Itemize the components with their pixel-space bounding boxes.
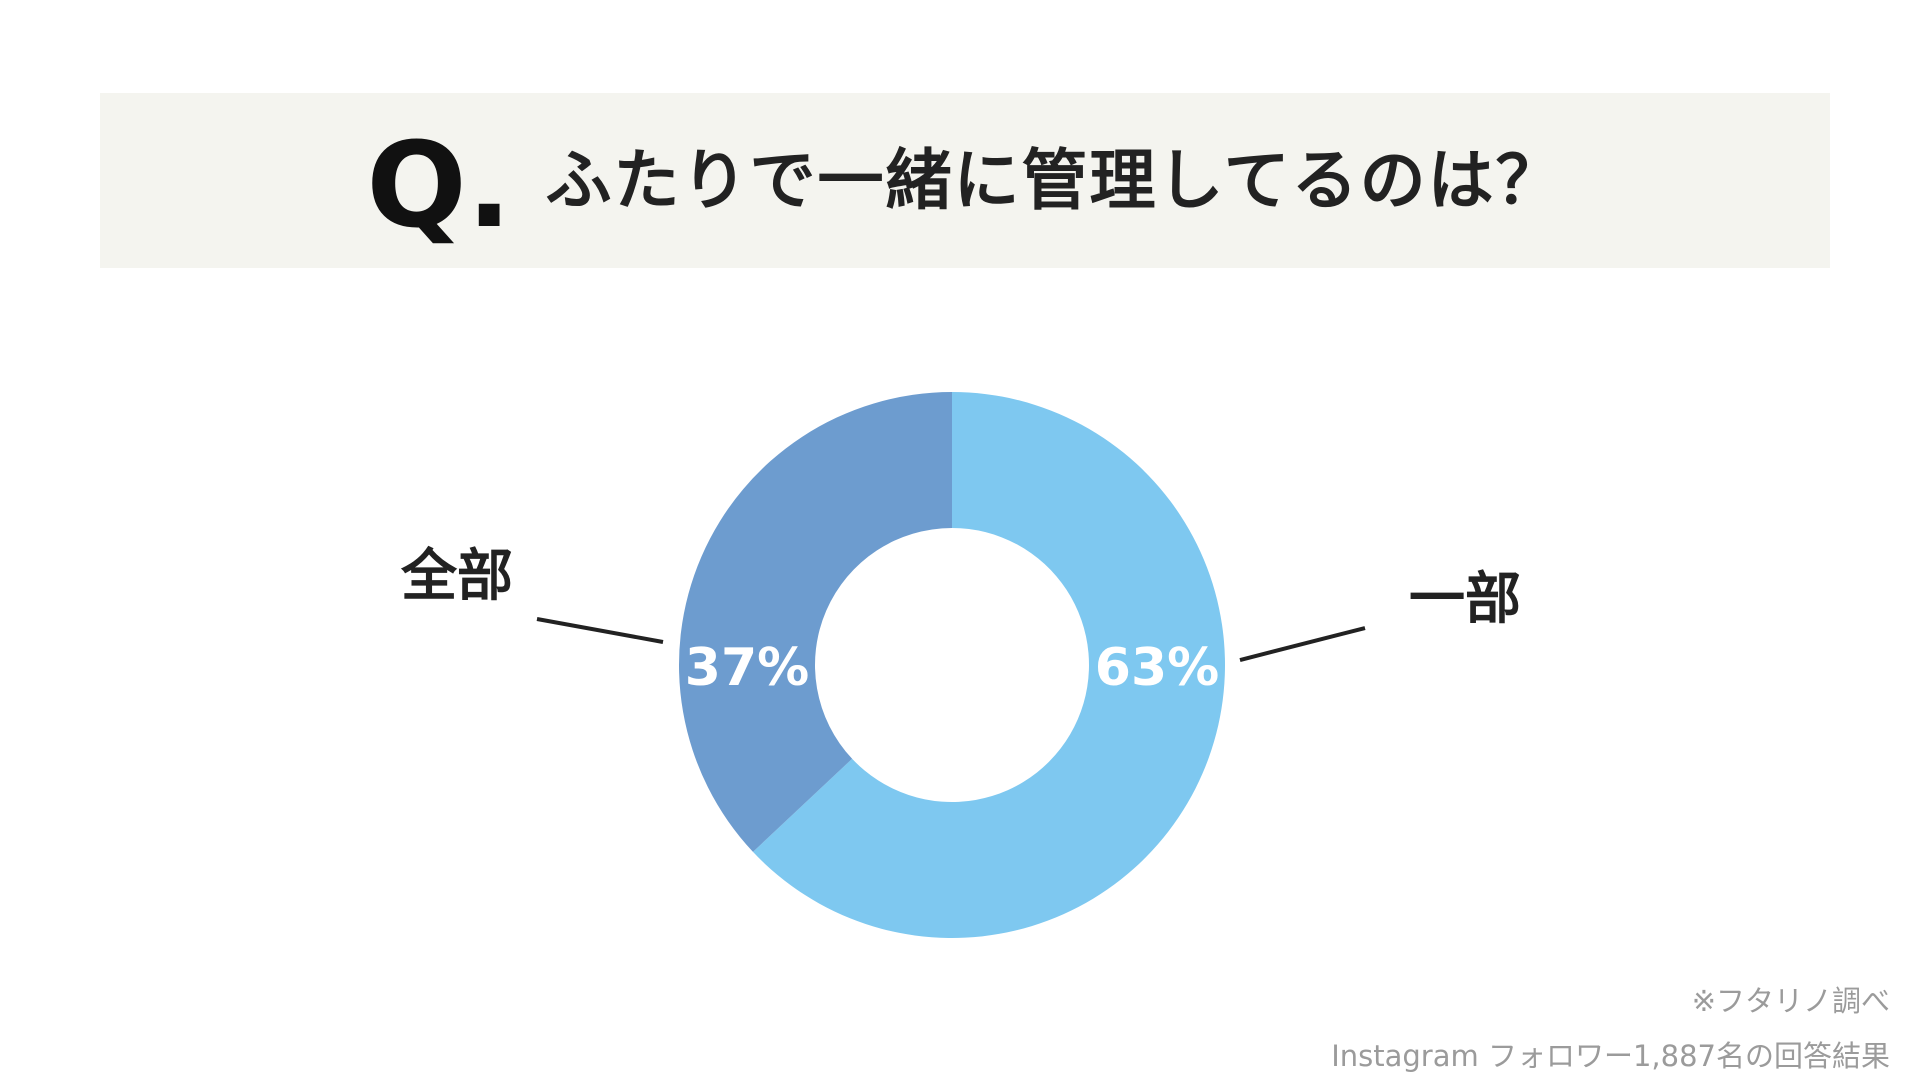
source-note: ※フタリノ調べ	[1691, 984, 1890, 1018]
donut-value-label-2: 37%	[685, 638, 809, 698]
category-label-2: 全部	[400, 544, 513, 609]
category-label-1: 一部	[1409, 567, 1521, 632]
donut-slice-2	[679, 392, 952, 852]
question-text: ふたりで一緒に管理してるのは？	[545, 141, 1564, 219]
question-mark-label: Q.	[366, 115, 512, 254]
leader-line-1	[1239, 626, 1366, 662]
question-banner: Q. ふたりで一緒に管理してるのは？	[100, 93, 1830, 268]
leader-line-2	[536, 617, 664, 644]
donut-value-label-1: 63%	[1095, 638, 1219, 698]
sample-note: Instagram フォロワー1,887名の回答結果	[1331, 1039, 1890, 1073]
donut-slice-1	[752, 392, 1225, 938]
